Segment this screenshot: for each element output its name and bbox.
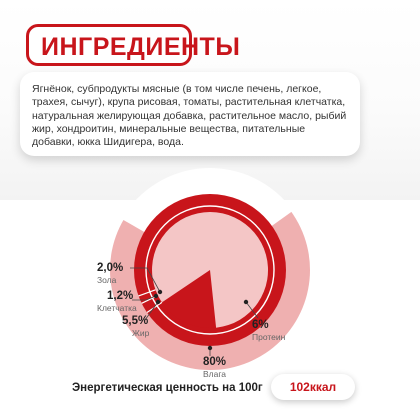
fat-dot	[155, 299, 161, 305]
protein-value: 6%	[252, 319, 269, 331]
protein-dot	[243, 299, 249, 305]
ash-label: 2,0% Зола	[97, 262, 123, 285]
moisture-label: 80% Влага	[203, 356, 226, 379]
fiber-name: Клетчатка	[97, 303, 137, 313]
ingredients-text: Ягнёнок, субпродукты мясные (в том числе…	[32, 83, 347, 149]
fat-value: 5,5%	[122, 315, 149, 327]
red-ring-divider	[145, 205, 275, 335]
title-frame: ИНГРЕДИЕНТЫ	[26, 24, 240, 66]
protein-name: Протеин	[252, 332, 286, 342]
fiber-label: 1,2% Клетчатка	[97, 290, 137, 313]
ash-leader	[130, 267, 161, 293]
energy-label: Энергетическая ценность на 100г	[72, 382, 263, 394]
moisture-dot	[207, 345, 213, 351]
ash-value: 2,0%	[97, 262, 124, 274]
fat-name: Жир	[132, 328, 150, 338]
ash-dot	[157, 289, 163, 295]
fiber-value: 1,2%	[107, 290, 134, 302]
moisture-name: Влага	[203, 369, 226, 379]
fiber-leader	[132, 295, 157, 301]
fat-label: 5,5% Жир	[122, 315, 149, 338]
moisture-slice	[152, 212, 269, 328]
energy-badge: 102ккал	[271, 374, 355, 400]
moisture-value: 80%	[203, 356, 227, 368]
segment-divider-3	[138, 289, 156, 297]
ash-name: Зола	[97, 275, 117, 285]
protein-leader	[245, 301, 259, 319]
fiber-dot	[153, 293, 159, 299]
fat-leader	[144, 301, 159, 321]
page-title: ИНГРЕДИЕНТЫ	[41, 33, 241, 61]
protein-label: 6% Протеин	[252, 319, 285, 342]
ingredients-card: Ягнёнок, субпродукты мясные (в том числе…	[20, 72, 360, 156]
